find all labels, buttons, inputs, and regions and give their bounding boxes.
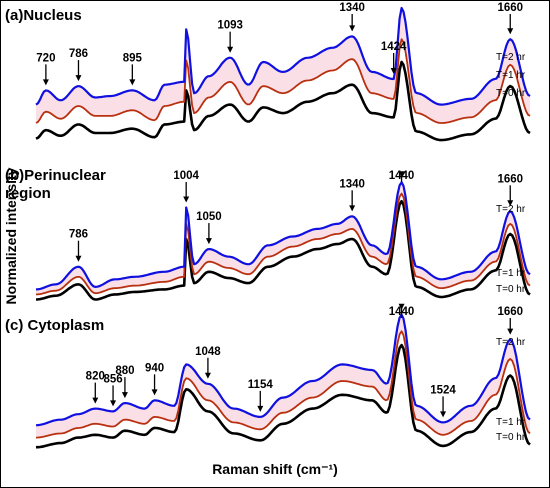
peak-arrowhead-c-856	[110, 400, 117, 407]
trace-a-t0hr	[35, 60, 531, 142]
peak-arrowhead-a-786	[75, 75, 82, 82]
peak-label-b-786: 786	[69, 229, 88, 241]
series-label-c-0: T=2 hr	[496, 337, 526, 348]
trace-c-t0hr	[36, 343, 531, 449]
peak-arrowhead-c-1660	[507, 328, 514, 335]
trace-c-t1hr	[35, 330, 531, 439]
peak-label-c-1524: 1524	[430, 384, 456, 396]
peak-arrowhead-c-1440	[398, 303, 405, 310]
peak-label-a-1340: 1340	[339, 2, 365, 14]
peak-label-a-1093: 1093	[217, 20, 243, 32]
series-label-c-2: T=0 hr	[496, 432, 526, 443]
peak-label-c-856: 856	[103, 373, 122, 385]
panel-b-perinuclear: 786 1004 1050 1340 1440 1660 T=2 hr T=1 hr T=0 h…	[35, 170, 531, 301]
peak-label-b-1004: 1004	[173, 170, 199, 182]
peak-arrowhead-a-1340	[349, 25, 356, 32]
peak-label-c-1660: 1660	[497, 306, 523, 318]
trace-b-t2hr	[35, 181, 531, 291]
peak-label-b-1340: 1340	[339, 178, 365, 190]
peak-label-b-1050: 1050	[196, 211, 222, 223]
peak-label-c-940: 940	[145, 362, 164, 374]
peak-label-b-1440: 1440	[389, 170, 415, 182]
peak-label-a-720: 720	[36, 52, 55, 64]
peak-arrowhead-b-786	[75, 255, 82, 262]
panel-b-title: (b)Perinuclear region	[5, 167, 110, 202]
x-axis-label: Raman shift (cm⁻¹)	[212, 461, 338, 477]
peak-label-c-1048: 1048	[195, 346, 221, 358]
series-label-c-1: T=1 hr	[496, 417, 526, 428]
panel-b-title-line1: (b)Perinuclear	[5, 167, 106, 184]
peak-arrowhead-b-1050	[205, 238, 212, 245]
trace-a-t1hr	[35, 38, 531, 124]
peak-arrowhead-b-1340	[349, 205, 356, 212]
y-axis-label: Normalized intensity	[3, 167, 19, 304]
peak-arrowhead-a-1424	[390, 68, 397, 74]
panel-a-nucleus: 720 786 895 1093 1340 1424 1660 T=2 hr T=1 hr T=0…	[35, 2, 531, 142]
series-label-a-2: T=0 hr	[496, 88, 526, 99]
peak-arrowhead-c-880	[121, 392, 128, 399]
peak-arrowhead-c-1048	[204, 372, 211, 379]
peak-arrowhead-b-1660	[507, 200, 514, 207]
panel-a-title: (a)Nucleus	[5, 7, 82, 24]
peak-arrowhead-b-1440	[398, 171, 405, 178]
peak-arrowhead-c-820	[92, 397, 99, 404]
panel-c-title: (c) Cytoplasm	[5, 317, 104, 334]
peak-label-a-895: 895	[123, 52, 143, 64]
panel-b-title-line2: region	[5, 185, 51, 202]
peak-arrowhead-a-1660	[507, 28, 514, 35]
peak-label-c-820: 820	[86, 371, 105, 383]
peak-arrowhead-c-1154	[257, 405, 264, 412]
series-label-a-0: T=2 hr	[496, 52, 526, 63]
peak-arrowhead-c-940	[151, 389, 158, 396]
peak-arrowhead-a-895	[129, 79, 136, 86]
peak-label-a-786: 786	[69, 48, 88, 60]
peak-arrowhead-a-1093	[227, 46, 234, 53]
peak-arrowhead-b-1004	[183, 196, 190, 203]
trace-c-t2hr	[35, 313, 531, 427]
peak-label-a-1660: 1660	[497, 2, 523, 14]
peak-label-b-1660: 1660	[497, 173, 523, 185]
peak-arrowhead-c-1524	[440, 411, 447, 418]
series-label-a-1: T=1 hr	[496, 70, 526, 81]
peak-label-c-880: 880	[115, 365, 134, 377]
peak-label-c-1154: 1154	[248, 379, 274, 391]
series-label-b-1: T=1 hr	[496, 268, 526, 279]
trace-b-t0hr	[35, 199, 531, 301]
trace-a-t2hr	[35, 6, 531, 106]
series-label-b-0: T=2 hr	[496, 204, 526, 215]
peak-arrowhead-a-720	[42, 79, 49, 86]
trace-b-t1hr	[35, 192, 531, 296]
peak-label-c-1440: 1440	[389, 306, 415, 318]
peak-label-a-1424: 1424	[381, 41, 407, 53]
series-label-b-2: T=0 hr	[496, 284, 526, 295]
